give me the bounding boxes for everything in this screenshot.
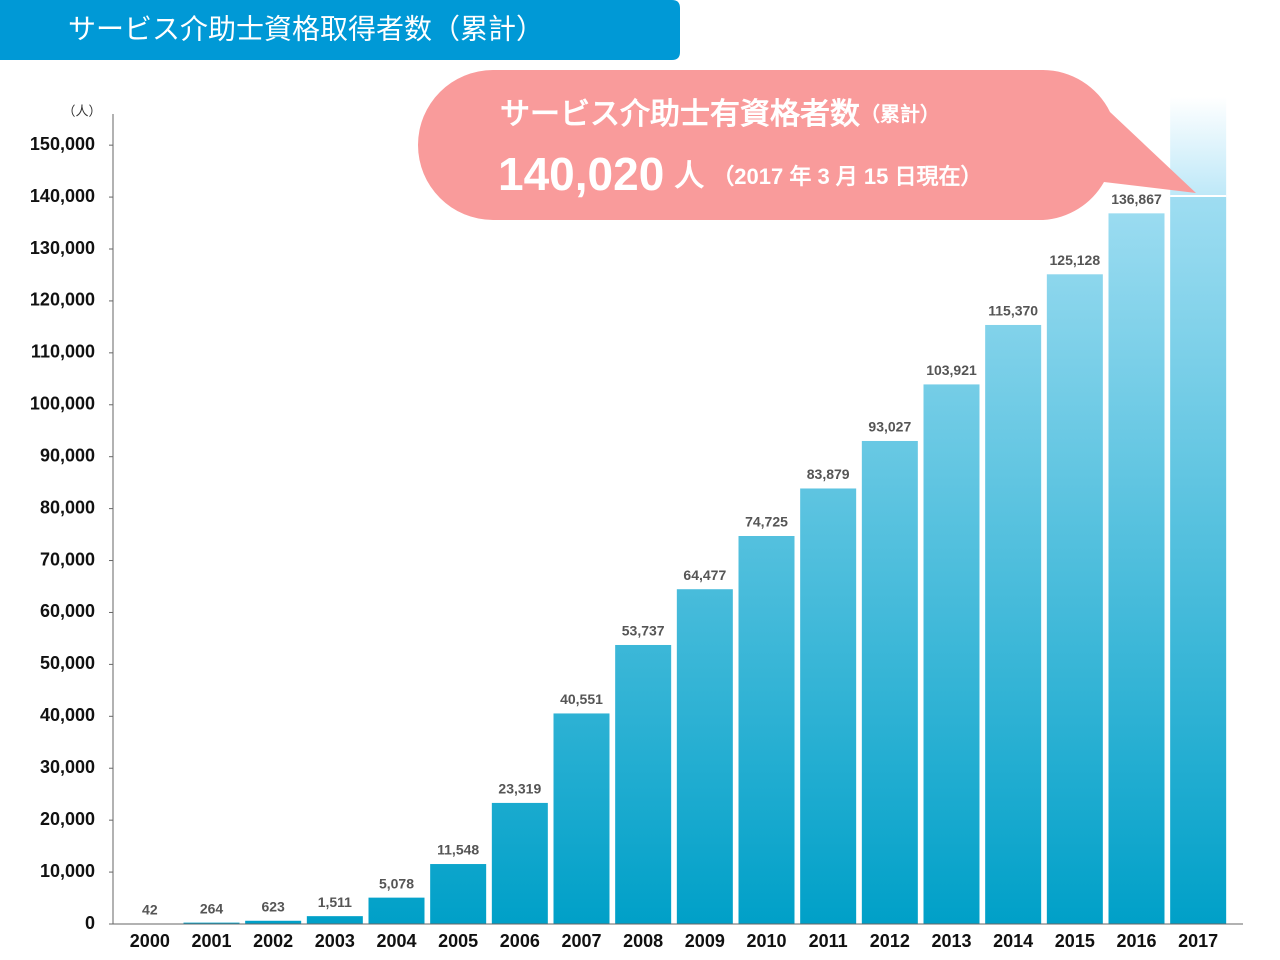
x-tick-label: 2017 bbox=[1178, 931, 1218, 951]
x-tick-label: 2006 bbox=[500, 931, 540, 951]
callout-number: 140,020 bbox=[498, 148, 664, 200]
y-tick-label: 80,000 bbox=[40, 497, 95, 517]
callout-date: （2017 年 3 月 15 日現在） bbox=[712, 164, 982, 189]
value-label: 64,477 bbox=[683, 567, 726, 583]
value-label: 23,319 bbox=[498, 781, 541, 797]
x-tick-label: 2012 bbox=[870, 931, 910, 951]
x-tick-label: 2002 bbox=[253, 931, 293, 951]
y-tick-label: 100,000 bbox=[30, 394, 95, 414]
x-tick-label: 2016 bbox=[1116, 931, 1156, 951]
x-tick-label: 2005 bbox=[438, 931, 478, 951]
title-box bbox=[0, 0, 680, 60]
bar bbox=[1170, 196, 1227, 924]
x-tick-label: 2001 bbox=[191, 931, 231, 951]
bar bbox=[738, 536, 795, 924]
bar bbox=[1108, 213, 1165, 924]
value-label: 1,511 bbox=[318, 894, 352, 910]
bar bbox=[800, 488, 857, 924]
bar bbox=[368, 897, 425, 924]
value-label: 93,027 bbox=[868, 419, 911, 435]
callout-title: サービス介助士有資格者数（累計） bbox=[500, 98, 940, 131]
value-label: 42 bbox=[142, 901, 158, 917]
y-tick-label: 40,000 bbox=[40, 705, 95, 725]
bar bbox=[1046, 274, 1103, 924]
y-tick-label: 90,000 bbox=[40, 445, 95, 465]
callout-value: 140,020 人 （2017 年 3 月 15 日現在） bbox=[498, 148, 983, 200]
x-tick-label: 2007 bbox=[561, 931, 601, 951]
x-tick-label: 2013 bbox=[931, 931, 971, 951]
y-tick-label: 30,000 bbox=[40, 757, 95, 777]
bar bbox=[985, 324, 1042, 924]
y-tick-label: 110,000 bbox=[31, 342, 95, 362]
x-tick-label: 2004 bbox=[376, 931, 416, 951]
x-tick-label: 2010 bbox=[746, 931, 786, 951]
y-tick-label: 20,000 bbox=[40, 809, 95, 829]
x-tick-label: 2009 bbox=[685, 931, 725, 951]
y-tick-label: 70,000 bbox=[40, 549, 95, 569]
bar bbox=[183, 922, 240, 924]
y-tick-label: 0 bbox=[85, 913, 95, 933]
callout: サービス介助士有資格者数（累計） 140,020 人 （2017 年 3 月 15 … bbox=[418, 70, 1196, 220]
value-label: 74,725 bbox=[745, 514, 788, 530]
callout-bubble bbox=[418, 70, 1196, 220]
value-label: 103,921 bbox=[926, 362, 977, 378]
x-tick-label: 2014 bbox=[993, 931, 1033, 951]
bar bbox=[861, 440, 918, 924]
x-tick-label: 2000 bbox=[130, 931, 170, 951]
bar bbox=[676, 589, 733, 924]
plot: 0 10,000 20,000 30,000 40,000 50,000 60,000 70,… bbox=[30, 97, 1243, 951]
x-tick-label: 2008 bbox=[623, 931, 663, 951]
bar bbox=[306, 916, 363, 924]
bar bbox=[245, 920, 302, 924]
x-tick-label: 2011 bbox=[809, 931, 848, 951]
y-tick-label: 150,000 bbox=[30, 134, 95, 154]
bar bbox=[615, 644, 672, 924]
y-tick-label: 140,000 bbox=[30, 186, 95, 206]
value-label: 40,551 bbox=[560, 691, 603, 707]
value-label: 125,128 bbox=[1050, 252, 1101, 268]
x-tick-label: 2015 bbox=[1055, 931, 1095, 951]
value-label: 136,867 bbox=[1111, 191, 1162, 207]
y-unit: （人） bbox=[62, 103, 101, 118]
y-tick-label: 120,000 bbox=[30, 290, 95, 310]
value-label: 83,879 bbox=[807, 466, 850, 482]
callout-title-note: （累計） bbox=[860, 102, 940, 126]
x-tick-label: 2003 bbox=[315, 931, 355, 951]
value-label: 115,370 bbox=[988, 303, 1038, 319]
value-label: 53,737 bbox=[622, 623, 665, 639]
y-tick-label: 50,000 bbox=[40, 653, 95, 673]
bar bbox=[923, 384, 980, 925]
callout-unit: 人 bbox=[674, 160, 704, 193]
chart-title: サービス介助士資格取得者数（累計） bbox=[68, 13, 544, 44]
y-tick-label: 130,000 bbox=[30, 238, 95, 258]
y-tick-label: 10,000 bbox=[40, 861, 95, 881]
y-tick-label: 60,000 bbox=[40, 601, 95, 621]
value-label: 264 bbox=[200, 900, 224, 916]
bar bbox=[430, 864, 487, 924]
bar bbox=[553, 713, 610, 924]
value-label: 623 bbox=[261, 898, 285, 914]
value-label: 11,548 bbox=[437, 842, 479, 858]
bar bbox=[491, 802, 548, 924]
callout-title-main: サービス介助士有資格者数 bbox=[500, 98, 861, 131]
value-label: 5,078 bbox=[379, 875, 414, 891]
